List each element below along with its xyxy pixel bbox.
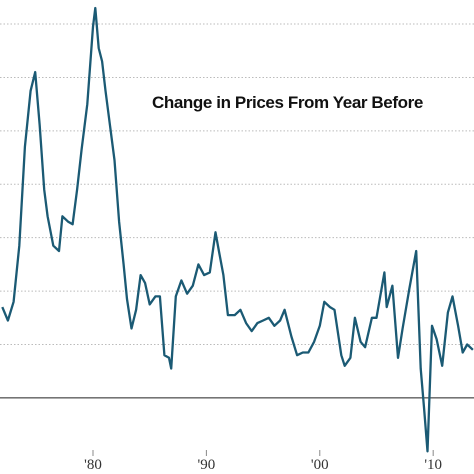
line (1, 6, 474, 453)
x-tick-label: '10 (424, 457, 442, 473)
plot: '80 '90 '00 '10 (1, 6, 474, 473)
x-tick-label: '90 (198, 457, 216, 473)
x-tick-label: '00 (311, 457, 329, 473)
grid (0, 23, 474, 399)
x-tick-label: '80 (84, 457, 102, 473)
chart-title: Change in Prices From Year Before (152, 93, 423, 112)
